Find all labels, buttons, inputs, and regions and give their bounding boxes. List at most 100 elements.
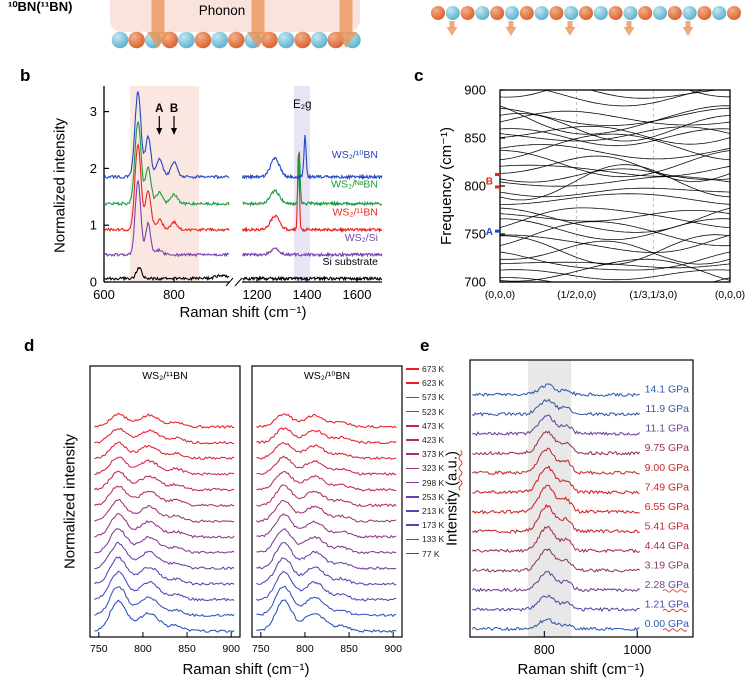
legend-label: 523 K: [422, 406, 445, 417]
phonon-arrow: [339, 0, 353, 34]
legend-swatch: [406, 453, 419, 456]
plot-box: [499, 89, 731, 283]
curve: [499, 110, 731, 126]
mode-marker: [495, 229, 500, 233]
small-arrow-head: [446, 27, 458, 36]
legend-swatch: [406, 538, 419, 541]
legend-item: 373 K: [406, 447, 444, 461]
text-label: (1/3,1/3,0): [629, 289, 677, 301]
text-label: WS₂/ᴺᵃBN: [331, 179, 378, 191]
phonon-arrow-head: [147, 32, 169, 48]
text-label: 0.00 GPa: [645, 618, 690, 630]
curve: [471, 618, 640, 632]
text-label: (0,0,0): [715, 289, 745, 301]
curve: [94, 485, 235, 508]
small-arrow: [449, 21, 455, 28]
text-label: 2: [90, 161, 97, 176]
text-label: 900: [222, 643, 240, 655]
phonon-label: Phonon: [199, 3, 246, 18]
curve: [499, 187, 731, 198]
text-label: 600: [93, 287, 115, 302]
curve: [103, 90, 383, 181]
text-label: 750: [252, 643, 270, 655]
legend-label: 253 K: [422, 491, 445, 502]
curve: [103, 142, 383, 234]
atom-blue: [178, 31, 195, 49]
text-label: 750: [464, 227, 486, 242]
text-label: E₂g: [293, 99, 312, 111]
pressure-raman-chart: 800 1000 14.1 GPa 11.9 GPa 11.1 GPa 9.75 GPa 9…: [469, 359, 694, 657]
atom-orange: [519, 6, 534, 20]
curve: [499, 155, 731, 182]
atom-blue: [211, 31, 228, 49]
plot-box: [469, 359, 694, 638]
legend-item: 623 K: [406, 376, 444, 390]
atom-orange: [697, 6, 712, 20]
atom-blue: [445, 6, 460, 20]
curve: [94, 441, 235, 460]
atom-orange: [460, 6, 475, 20]
atom-blue: [653, 6, 667, 20]
legend-item: 77 K: [406, 546, 444, 560]
legend-item: 173 K: [406, 518, 444, 532]
plot-box: [89, 365, 241, 638]
curve: [499, 261, 731, 269]
curve: [471, 526, 640, 554]
curve: [472, 594, 640, 613]
curve: [499, 234, 731, 253]
curve: [499, 107, 731, 126]
text-label: 850: [178, 643, 196, 655]
text-label: 11.1 GPa: [645, 423, 689, 435]
text-label: 800: [464, 179, 486, 194]
small-arrow-head: [505, 27, 517, 36]
legend-label: 423 K: [422, 435, 445, 446]
curve: [256, 512, 397, 539]
curve: [94, 412, 235, 429]
panel-label-b: b: [20, 66, 31, 85]
legend-item: 573 K: [406, 390, 444, 404]
atom-blue: [505, 6, 519, 20]
atom-orange: [490, 6, 505, 20]
curve: [256, 484, 397, 508]
curve: [103, 121, 382, 207]
curve: [499, 251, 731, 271]
phonon-dispersion-chart: 700 750 800 850 900 (0,0,0) (1/2,0,0) (1/3,1/3,…: [464, 83, 745, 302]
text-label: 800: [296, 643, 314, 655]
small-arrow: [626, 21, 632, 28]
text-label: 900: [464, 83, 486, 98]
curve: [499, 269, 730, 281]
legend-label: 133 K: [422, 534, 445, 545]
curve: [256, 455, 397, 476]
axes: [103, 86, 382, 283]
curve: [94, 599, 235, 633]
text-label: (0,0,0): [485, 289, 515, 301]
curve: [662, 608, 688, 613]
panel-label-d: d: [24, 336, 35, 355]
atom-blue: [593, 6, 608, 20]
curve: [256, 413, 397, 429]
text-label: WS₂/¹⁰BN: [304, 370, 350, 382]
curve: [499, 176, 731, 187]
e-y-axis-label-wrap: Intensity (a.u.): [444, 419, 463, 579]
small-arrow: [685, 21, 691, 28]
text-label: 11.9 GPa: [645, 403, 689, 415]
text-label: 1000: [623, 643, 651, 657]
curve: [471, 398, 640, 417]
curve: [94, 470, 235, 492]
highlight-band: [294, 86, 310, 282]
highlight-band: [528, 360, 572, 637]
legend-label: 77 K: [422, 548, 440, 559]
text-label: 750: [90, 643, 108, 655]
legend-label: 173 K: [422, 520, 445, 531]
curve: [499, 144, 731, 160]
legend-swatch: [406, 524, 419, 526]
curve: [662, 628, 688, 632]
text-label: 1: [90, 218, 97, 233]
text-label: 0: [90, 275, 97, 290]
e-x-axis-label: Raman shift (cm⁻¹): [517, 661, 645, 678]
atom-orange: [294, 31, 311, 49]
text-label: 1200: [243, 287, 272, 302]
atom-orange: [128, 31, 145, 49]
b-y-axis-label: Normalized intensity: [51, 117, 69, 254]
